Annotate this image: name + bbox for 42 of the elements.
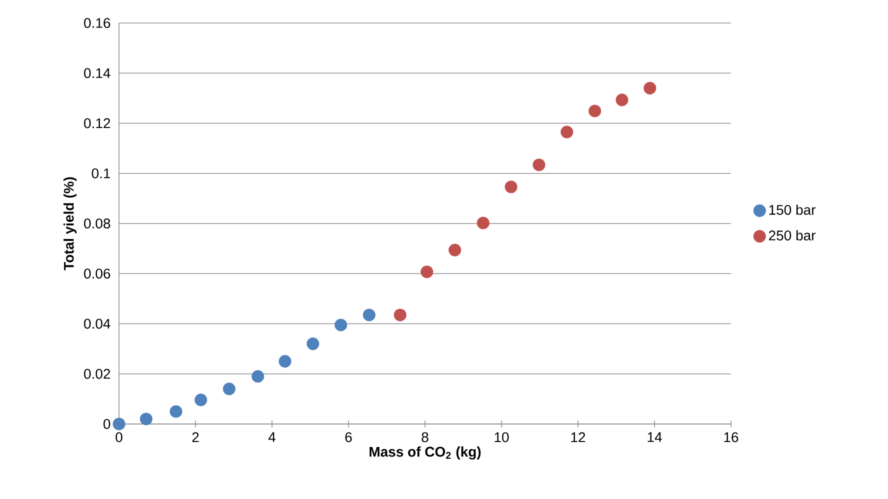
point bbox=[448, 244, 462, 256]
point bbox=[476, 216, 490, 230]
point bbox=[194, 394, 208, 406]
y-tick-label: 0.04 bbox=[84, 318, 110, 329]
point bbox=[532, 158, 546, 172]
point bbox=[420, 266, 434, 278]
y-tick-label: 0.08 bbox=[84, 218, 110, 228]
point bbox=[504, 180, 518, 194]
y-tick-label: 0.1 bbox=[92, 168, 110, 178]
point bbox=[278, 355, 292, 368]
y-tick-label: 0.06 bbox=[84, 268, 110, 279]
x-tick-label: 10 bbox=[494, 432, 509, 442]
x-axis-title: Mass of CO$_{2}$ (kg) bbox=[370, 446, 481, 460]
x-tick-label: 14 bbox=[648, 432, 662, 442]
x-tick-label: 2 bbox=[192, 432, 199, 442]
x-tick-label: 8 bbox=[422, 432, 428, 442]
legend-label: 150 bar bbox=[769, 204, 816, 215]
point bbox=[112, 418, 126, 430]
point bbox=[334, 318, 348, 332]
point bbox=[362, 308, 376, 322]
point bbox=[394, 308, 406, 322]
x-tick-label: 16 bbox=[724, 432, 738, 442]
y-tick-label: 0.14 bbox=[84, 68, 110, 78]
point bbox=[140, 412, 152, 426]
point bbox=[222, 382, 236, 396]
point bbox=[588, 104, 602, 118]
point bbox=[252, 370, 264, 383]
y-tick-label: 0 bbox=[104, 419, 110, 429]
x-tick-label: 6 bbox=[345, 432, 352, 442]
y-tick-label: 0.12 bbox=[84, 118, 110, 128]
point bbox=[170, 405, 182, 418]
point bbox=[560, 126, 574, 138]
x-tick-label: 0 bbox=[116, 432, 122, 442]
x-tick-label: 4 bbox=[268, 432, 276, 442]
point bbox=[644, 82, 656, 94]
y-tick-label: 0.16 bbox=[84, 18, 110, 28]
y-axis-title: Total yield (%) bbox=[64, 177, 77, 270]
point bbox=[616, 94, 628, 106]
point bbox=[306, 338, 320, 350]
legend-label: 250 bar bbox=[769, 230, 816, 240]
y-tick-label: 0.02 bbox=[84, 368, 110, 379]
x-tick-label: 12 bbox=[571, 432, 586, 442]
